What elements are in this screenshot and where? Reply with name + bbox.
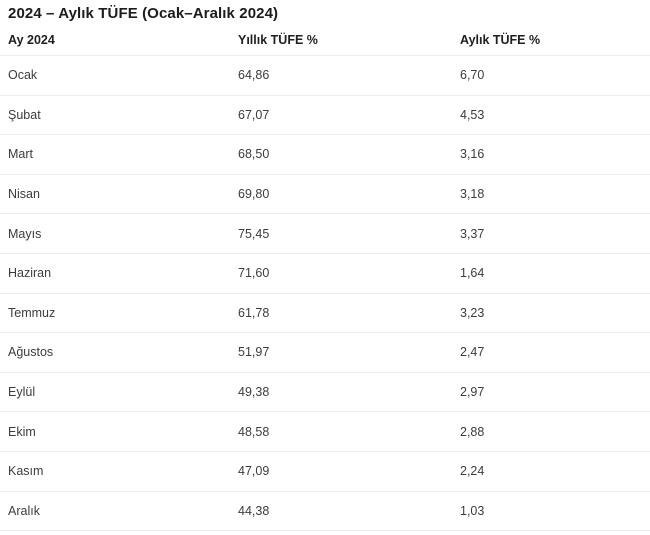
cell-monthly-tufe: 2,24 (460, 451, 650, 492)
cell-yearly-tufe: 61,78 (238, 293, 460, 334)
cell-month: Nisan (0, 174, 238, 215)
cell-monthly-tufe: 2,97 (460, 372, 650, 413)
cell-yearly-tufe: 64,86 (238, 55, 460, 96)
table-row: Mayıs 75,45 3,37 (0, 213, 650, 254)
cell-yearly-tufe: 49,38 (238, 372, 460, 413)
cell-yearly-tufe: 71,60 (238, 253, 460, 294)
table-row: Temmuz 61,78 3,23 (0, 293, 650, 334)
cell-month: Eylül (0, 372, 238, 413)
cell-month: Ocak (0, 55, 238, 96)
cell-yearly-tufe: 67,07 (238, 95, 460, 136)
page-title: 2024 – Aylık TÜFE (Ocak–Aralık 2024) (8, 5, 279, 22)
cell-monthly-tufe: 1,64 (460, 253, 650, 294)
cell-monthly-tufe: 6,70 (460, 55, 650, 96)
cell-yearly-tufe: 51,97 (238, 332, 460, 373)
table-row: Ağustos 51,97 2,47 (0, 332, 650, 373)
cell-yearly-tufe: 48,58 (238, 411, 460, 452)
cell-month: Ekim (0, 411, 238, 452)
cell-monthly-tufe: 2,88 (460, 411, 650, 452)
table-row: Şubat 67,07 4,53 (0, 95, 650, 136)
cell-yearly-tufe: 47,09 (238, 451, 460, 492)
column-header-monthly-tufe: Aylık TÜFE % (460, 24, 650, 56)
column-header-month: Ay 2024 (0, 24, 238, 56)
table-row: Mart 68,50 3,16 (0, 134, 650, 175)
cell-yearly-tufe: 75,45 (238, 213, 460, 254)
cell-monthly-tufe: 1,03 (460, 491, 650, 532)
cell-month: Kasım (0, 451, 238, 492)
cell-month: Ağustos (0, 332, 238, 373)
cell-monthly-tufe: 2,47 (460, 332, 650, 373)
column-header-yearly-tufe: Yıllık TÜFE % (238, 24, 460, 56)
page: 2024 – Aylık TÜFE (Ocak–Aralık 2024) Ay … (0, 4, 650, 532)
cell-month: Mart (0, 134, 238, 175)
cell-monthly-tufe: 3,23 (460, 293, 650, 334)
table-body: Ocak 64,86 6,70 Şubat 67,07 4,53 Mart 68,50 3,16… (0, 55, 650, 532)
table-row: Haziran 71,60 1,64 (0, 253, 650, 294)
table-row: Aralık 44,38 1,03 (0, 491, 650, 532)
cell-monthly-tufe: 4,53 (460, 95, 650, 136)
cell-month: Haziran (0, 253, 238, 294)
table-header: Ay 2024 Yıllık TÜFE % Aylık TÜFE % (0, 24, 650, 56)
table-row: Ekim 48,58 2,88 (0, 411, 650, 452)
cell-yearly-tufe: 69,80 (238, 174, 460, 215)
cell-monthly-tufe: 3,16 (460, 134, 650, 175)
cell-month: Şubat (0, 95, 238, 136)
cell-month: Aralık (0, 491, 238, 532)
cell-yearly-tufe: 68,50 (238, 134, 460, 175)
table-row: Nisan 69,80 3,18 (0, 174, 650, 215)
tufe-table: Ay 2024 Yıllık TÜFE % Aylık TÜFE % Ocak 6… (0, 24, 650, 532)
cell-month: Mayıs (0, 213, 238, 254)
cell-monthly-tufe: 3,37 (460, 213, 650, 254)
table-row: Kasım 47,09 2,24 (0, 451, 650, 492)
table-header-row: Ay 2024 Yıllık TÜFE % Aylık TÜFE % (0, 24, 650, 56)
table-row: Ocak 64,86 6,70 (0, 55, 650, 96)
cell-month: Temmuz (0, 293, 238, 334)
cell-yearly-tufe: 44,38 (238, 491, 460, 532)
cell-monthly-tufe: 3,18 (460, 174, 650, 215)
table-row: Eylül 49,38 2,97 (0, 372, 650, 413)
